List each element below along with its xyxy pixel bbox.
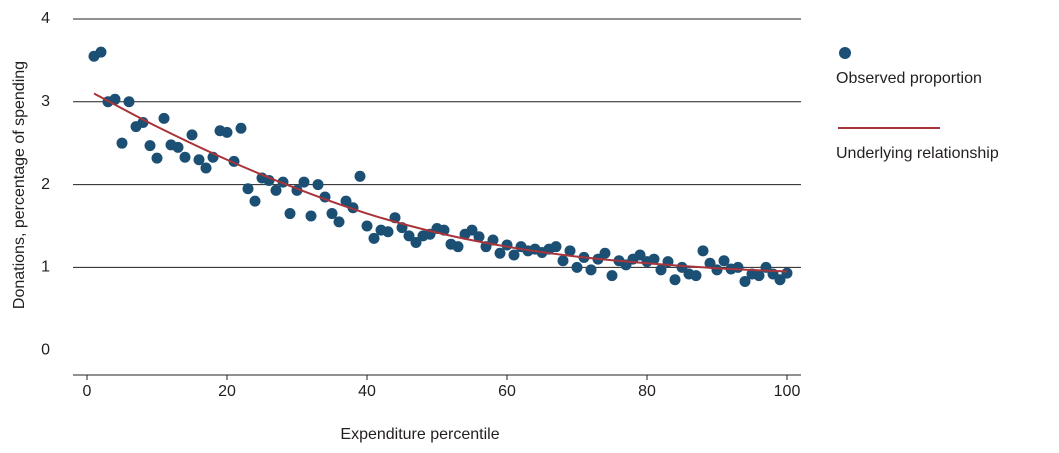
data-point (634, 249, 646, 261)
data-point (109, 93, 121, 105)
data-point (753, 270, 765, 282)
y-tick-label: 3 (41, 93, 50, 110)
data-point (557, 255, 569, 267)
x-tick-label: 40 (358, 383, 376, 400)
legend-label: Underlying relationship (836, 145, 999, 162)
data-point (284, 208, 296, 220)
data-point (158, 112, 170, 124)
data-point (242, 183, 254, 195)
data-point (116, 137, 128, 149)
data-point (585, 264, 597, 276)
data-point (137, 116, 149, 128)
x-tick-label: 0 (83, 383, 92, 400)
data-point (235, 122, 247, 134)
data-point (312, 179, 324, 191)
x-tick-label: 100 (774, 383, 801, 400)
data-point (648, 253, 660, 265)
data-point (179, 151, 191, 163)
data-point (606, 270, 618, 282)
y-tick-label: 4 (41, 10, 50, 27)
data-point (704, 257, 716, 269)
data-point (193, 154, 205, 166)
data-point (95, 46, 107, 58)
data-point (564, 245, 576, 257)
x-tick-label: 20 (218, 383, 236, 400)
data-point (151, 152, 163, 164)
data-point (508, 249, 520, 261)
data-point (326, 208, 338, 220)
data-point (718, 255, 730, 267)
data-point (368, 232, 380, 244)
x-tick-label: 60 (498, 383, 516, 400)
data-point (599, 247, 611, 259)
data-point (333, 216, 345, 228)
y-tick-label: 2 (41, 176, 50, 193)
data-point (186, 129, 198, 141)
data-point (466, 224, 478, 236)
data-point (774, 274, 786, 286)
data-point (340, 195, 352, 207)
trend-line (93, 92, 788, 273)
data-point (305, 210, 317, 222)
data-point (410, 237, 422, 249)
x-tick-label: 80 (638, 383, 656, 400)
data-point (690, 270, 702, 282)
data-point (473, 231, 485, 243)
data-point (298, 176, 310, 188)
data-point (200, 162, 212, 174)
data-point (403, 230, 415, 242)
y-axis-label: Donations, percentage of spending (11, 61, 28, 309)
data-point (144, 140, 156, 152)
data-point (550, 241, 562, 253)
data-point (732, 261, 744, 273)
data-point (739, 275, 751, 287)
data-point (781, 267, 793, 279)
data-point (452, 241, 464, 253)
y-tick-label: 1 (41, 259, 50, 276)
data-point (711, 264, 723, 276)
data-point (697, 245, 709, 257)
data-point (361, 220, 373, 232)
data-point (172, 141, 184, 153)
legend-label: Observed proportion (836, 70, 982, 87)
data-point (123, 96, 135, 108)
data-point (676, 261, 688, 273)
data-point (669, 274, 681, 286)
data-point (571, 261, 583, 273)
y-tick-label: 0 (41, 341, 50, 358)
data-point (221, 126, 233, 138)
data-point (270, 184, 282, 196)
x-axis-label: Expenditure percentile (340, 426, 499, 443)
data-point (655, 264, 667, 276)
data-point (382, 226, 394, 238)
legend-marker (839, 47, 851, 59)
data-point (354, 170, 366, 182)
data-point (494, 247, 506, 259)
data-point (249, 195, 261, 207)
